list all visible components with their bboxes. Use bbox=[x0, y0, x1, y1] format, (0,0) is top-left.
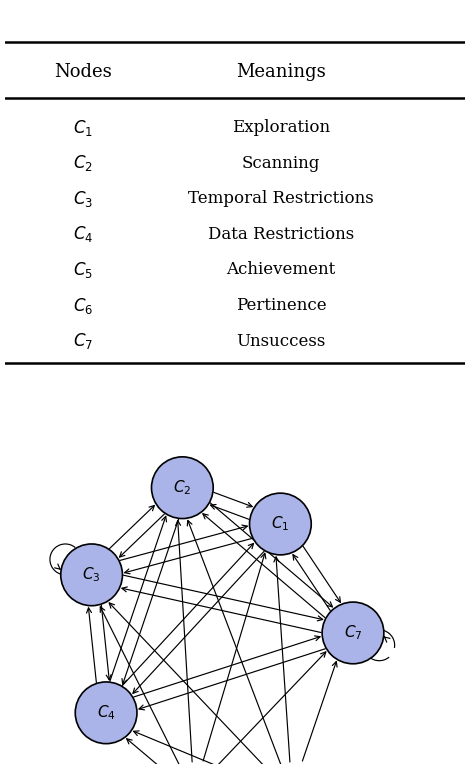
Text: Meanings: Meanings bbox=[236, 63, 326, 81]
Circle shape bbox=[61, 544, 123, 606]
Text: $C_1$: $C_1$ bbox=[271, 515, 290, 533]
Circle shape bbox=[170, 762, 231, 764]
Text: $C_2$: $C_2$ bbox=[73, 154, 93, 173]
Text: Data Restrictions: Data Restrictions bbox=[208, 226, 354, 243]
Text: Temporal Restrictions: Temporal Restrictions bbox=[188, 190, 374, 207]
Text: $C_4$: $C_4$ bbox=[97, 704, 116, 722]
Text: $C_7$: $C_7$ bbox=[344, 623, 362, 643]
Circle shape bbox=[268, 762, 329, 764]
Text: $C_2$: $C_2$ bbox=[173, 478, 191, 497]
Text: Exploration: Exploration bbox=[232, 119, 330, 136]
Text: Nodes: Nodes bbox=[54, 63, 112, 81]
Text: $C_6$: $C_6$ bbox=[73, 296, 93, 316]
Text: Achievement: Achievement bbox=[227, 261, 336, 278]
Text: $C_3$: $C_3$ bbox=[73, 189, 93, 209]
Text: $C_3$: $C_3$ bbox=[82, 565, 101, 584]
Text: $C_4$: $C_4$ bbox=[73, 225, 93, 244]
Circle shape bbox=[75, 682, 137, 743]
Text: Unsuccess: Unsuccess bbox=[236, 332, 326, 350]
Text: $C_1$: $C_1$ bbox=[73, 118, 93, 138]
Circle shape bbox=[322, 602, 384, 664]
Circle shape bbox=[250, 493, 311, 555]
Text: $C_7$: $C_7$ bbox=[73, 331, 93, 351]
Text: Scanning: Scanning bbox=[242, 155, 320, 172]
Circle shape bbox=[151, 457, 213, 519]
Text: Pertinence: Pertinence bbox=[236, 297, 326, 314]
Text: $C_5$: $C_5$ bbox=[73, 260, 93, 280]
